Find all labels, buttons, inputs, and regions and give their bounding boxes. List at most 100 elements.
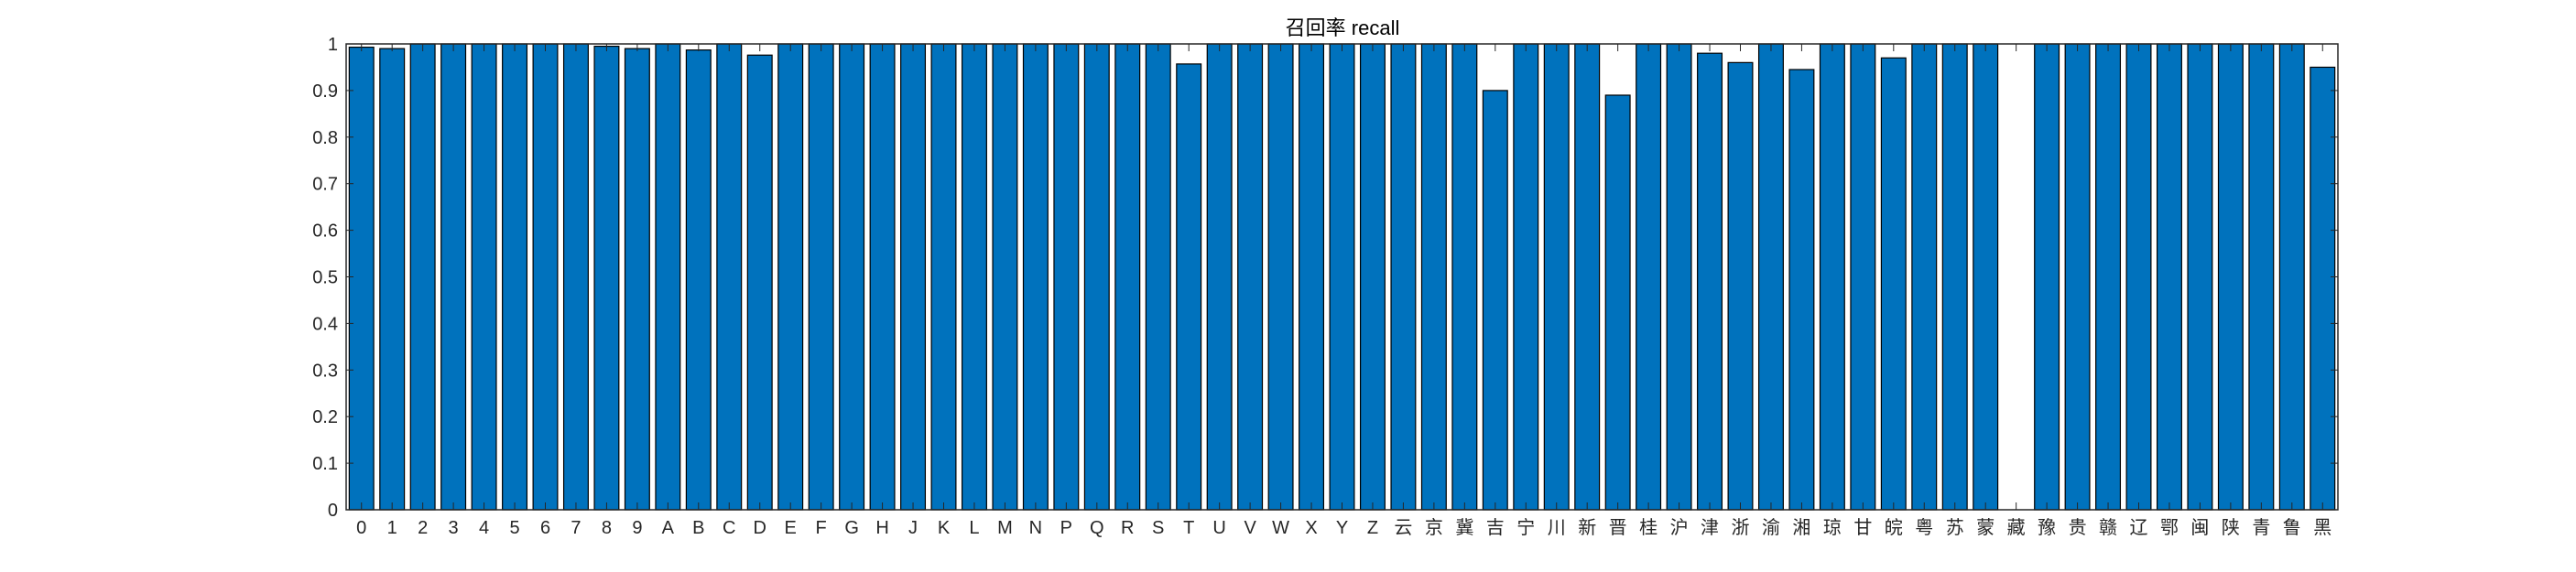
bars-group — [348, 43, 2336, 511]
bar-0 — [348, 46, 375, 511]
x-tick-label: 3 — [449, 518, 459, 538]
x-tick-label: C — [723, 518, 735, 538]
y-tick-label: 0.2 — [312, 407, 338, 427]
bar-黑 — [2310, 66, 2336, 511]
x-tick-label: 川 — [1548, 518, 1566, 538]
x-tick-label: K — [938, 518, 951, 538]
bar-鲁 — [2278, 43, 2305, 511]
y-tick-label: 0.5 — [312, 268, 338, 288]
x-tick-label: 云 — [1394, 518, 1412, 538]
bar-4 — [471, 43, 497, 511]
x-tick-label: 2 — [418, 518, 428, 538]
bar-F — [808, 43, 834, 511]
bar-L — [961, 43, 987, 511]
bar-R — [1114, 43, 1141, 511]
bar-京 — [1420, 43, 1447, 511]
bar-宁 — [1513, 43, 1539, 511]
x-tick-label: N — [1029, 518, 1042, 538]
bar-赣 — [2095, 43, 2122, 511]
x-tick-label: 8 — [602, 518, 612, 538]
x-tick-label: 黑 — [2313, 518, 2331, 538]
x-tick-label: 京 — [1425, 517, 1443, 538]
bar-渝 — [1757, 43, 1784, 511]
bar-1 — [379, 48, 406, 511]
y-tick-label: 0.6 — [312, 221, 338, 242]
y-tick-label: 0.4 — [312, 314, 338, 334]
bar-桂 — [1636, 43, 1662, 511]
bar-T — [1176, 63, 1202, 511]
x-tick-label: V — [1244, 518, 1256, 538]
x-tick-label: T — [1183, 518, 1194, 538]
bar-鄂 — [2156, 43, 2182, 511]
bar-D — [746, 54, 773, 511]
x-tick-label: Q — [1090, 518, 1104, 538]
bar-贵 — [2064, 43, 2091, 511]
bar-陕 — [2217, 43, 2244, 511]
bar-7 — [562, 43, 589, 511]
x-tick-label: S — [1152, 518, 1164, 538]
x-tick-label: 9 — [632, 518, 642, 538]
bar-Z — [1359, 43, 1386, 511]
bar-甘 — [1850, 43, 1876, 511]
bar-G — [839, 43, 865, 511]
x-tick-label: 津 — [1701, 517, 1719, 538]
bar-3 — [440, 43, 467, 511]
x-tick-label: 豫 — [2038, 517, 2056, 538]
bar-青 — [2248, 43, 2275, 511]
bar-C — [716, 43, 743, 511]
bar-闽 — [2187, 43, 2213, 511]
bar-K — [930, 43, 957, 511]
bar-冀 — [1451, 43, 1478, 511]
x-tick-label: 4 — [479, 518, 489, 538]
x-tick-label: A — [662, 518, 675, 538]
x-tick-label: 1 — [387, 518, 397, 538]
x-tick-label: 桂 — [1639, 517, 1658, 538]
y-tick-label: 0 — [328, 501, 338, 521]
x-tick-label: 甘 — [1853, 517, 1872, 538]
bar-辽 — [2125, 43, 2152, 511]
bar-云 — [1390, 43, 1417, 511]
bar-J — [900, 43, 927, 511]
x-tick-label: 6 — [540, 518, 550, 538]
bar-Q — [1083, 43, 1110, 511]
bar-粤 — [1911, 43, 1938, 511]
x-tick-label: 湘 — [1792, 517, 1810, 538]
y-axis: 0 0.1 0.2 0.3 0.4 0.5 0.6 0.7 0.8 0.9 1 — [312, 35, 2338, 521]
y-tick-label: 0.1 — [312, 454, 338, 474]
bar-5 — [502, 43, 528, 511]
x-tick-label: 吉 — [1486, 517, 1505, 538]
x-tick-label: J — [908, 518, 918, 538]
x-tick-label: 5 — [509, 518, 519, 538]
x-tick-label: 皖 — [1885, 517, 1903, 538]
x-tick-label: 新 — [1578, 517, 1596, 538]
x-tick-label: E — [785, 518, 797, 538]
x-tick-label: 陕 — [2222, 517, 2240, 538]
bar-X — [1299, 43, 1325, 511]
x-tick-label: 闽 — [2190, 517, 2209, 538]
bar-8 — [593, 45, 620, 511]
x-tick-label: 宁 — [1516, 517, 1535, 538]
x-tick-label: 渝 — [1762, 517, 1780, 538]
x-tick-label: L — [969, 518, 979, 538]
y-tick-label: 0.8 — [312, 128, 338, 148]
x-tick-label: G — [844, 518, 859, 538]
x-tick-label: W — [1272, 518, 1289, 538]
x-tick-label: 沪 — [1670, 517, 1689, 538]
bar-津 — [1697, 52, 1723, 511]
x-tick-label: 粤 — [1915, 517, 1933, 538]
bar-S — [1145, 43, 1171, 511]
x-tick-label: Y — [1336, 518, 1348, 538]
y-tick-label: 0.9 — [312, 81, 338, 102]
x-tick-label: F — [816, 518, 827, 538]
x-tick-label: 鄂 — [2160, 518, 2179, 538]
bar-川 — [1543, 43, 1570, 511]
x-tick-label: 琼 — [1823, 517, 1842, 538]
x-tick-label: P — [1060, 518, 1072, 538]
bar-Y — [1329, 43, 1355, 511]
bar-晋 — [1604, 94, 1631, 511]
bar-H — [869, 43, 896, 511]
bar-W — [1267, 43, 1294, 511]
bar-N — [1022, 43, 1049, 511]
y-tick-label: 0.3 — [312, 361, 338, 381]
